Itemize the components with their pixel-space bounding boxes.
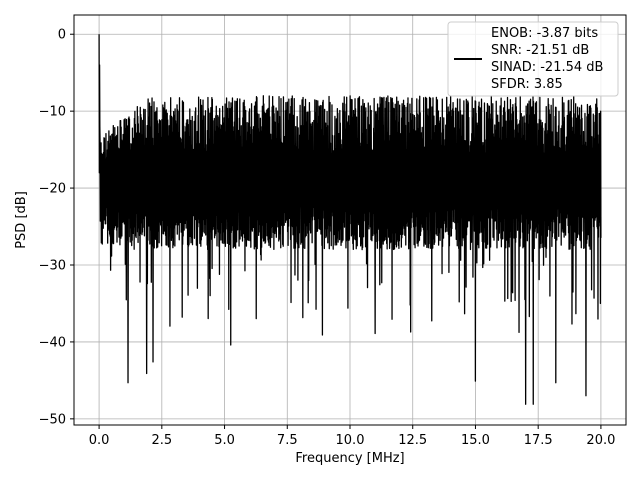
x-tick-label: 20.0 xyxy=(586,433,615,448)
y-axis-label: PSD [dB] xyxy=(14,191,29,249)
y-tick-label: −40 xyxy=(39,335,66,350)
x-axis-ticks: 0.0 2.5 5.0 7.5 10.0 12.5 15.0 17.5 20.0 xyxy=(89,425,615,448)
x-tick-label: 5.0 xyxy=(214,433,235,448)
y-tick-label: 0 xyxy=(58,28,66,43)
y-tick-label: −50 xyxy=(39,412,66,427)
y-tick-label: −30 xyxy=(39,259,66,274)
psd-line xyxy=(98,34,602,405)
x-tick-label: 2.5 xyxy=(151,433,172,448)
y-axis-ticks: 0 −10 −20 −30 −40 −50 xyxy=(39,28,74,427)
x-axis-label: Frequency [MHz] xyxy=(295,451,404,466)
x-tick-label: 15.0 xyxy=(461,433,490,448)
plot-frame xyxy=(73,14,627,426)
legend-box xyxy=(447,21,619,97)
x-tick-label: 0.0 xyxy=(89,433,110,448)
x-tick-label: 17.5 xyxy=(524,433,553,448)
legend-sinad: SINAD: -21.54 dB xyxy=(491,60,603,75)
y-tick-label: −20 xyxy=(39,182,66,197)
legend: ENOB: -3.87 bits SNR: -21.51 dB SINAD: -… xyxy=(447,21,619,97)
y-tick-label: −10 xyxy=(39,105,66,120)
x-tick-label: 12.5 xyxy=(398,433,427,448)
legend-sfdr: SFDR: 3.85 xyxy=(491,77,563,92)
legend-snr: SNR: -21.51 dB xyxy=(491,43,589,58)
psd-series xyxy=(98,34,602,405)
x-tick-label: 7.5 xyxy=(277,433,298,448)
x-tick-label: 10.0 xyxy=(336,433,365,448)
legend-enob: ENOB: -3.87 bits xyxy=(491,26,598,41)
